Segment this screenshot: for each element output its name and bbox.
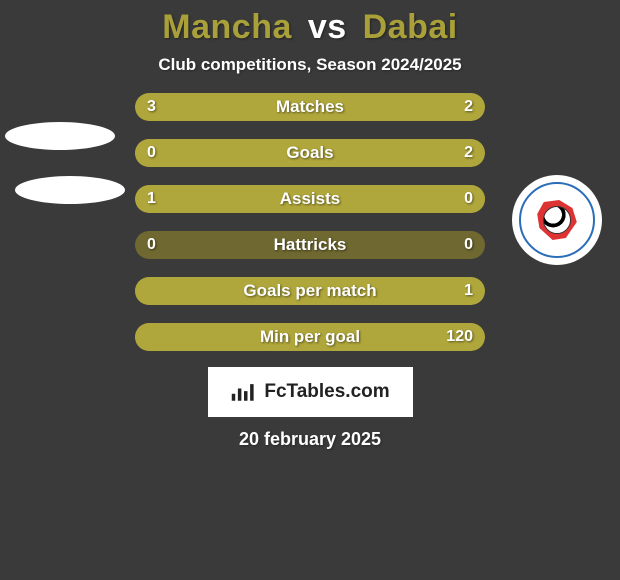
branding-box: FcTables.com — [208, 367, 413, 417]
title: Mancha vs Dabai — [162, 8, 457, 47]
bars-logo-icon — [230, 381, 258, 403]
stat-bars: 3Matches20Goals21Assists00Hattricks0Goal… — [135, 93, 485, 351]
bar-label: Hattricks — [135, 235, 485, 255]
player2-club-badge — [512, 175, 602, 265]
stat-bar: 1Assists0 — [135, 185, 485, 213]
player1-photo-placeholder — [5, 122, 115, 150]
bar-label: Goals — [135, 143, 485, 163]
bar-label: Goals per match — [135, 281, 485, 301]
bar-value-right: 0 — [464, 236, 473, 254]
player1-clublogo-placeholder — [15, 176, 125, 204]
bar-label: Min per goal — [135, 327, 485, 347]
club-badge-inner — [519, 182, 595, 258]
subtitle: Club competitions, Season 2024/2025 — [158, 55, 461, 75]
bar-value-right: 2 — [464, 144, 473, 162]
stat-bar: 0Goals2 — [135, 139, 485, 167]
bar-value-right: 2 — [464, 98, 473, 116]
stat-bar: Min per goal120 — [135, 323, 485, 351]
bar-label: Assists — [135, 189, 485, 209]
stat-bar: Goals per match1 — [135, 277, 485, 305]
player2-name: Dabai — [363, 8, 458, 46]
branding-text: FcTables.com — [264, 381, 389, 403]
bar-value-right: 0 — [464, 190, 473, 208]
bar-value-right: 120 — [446, 328, 473, 346]
date: 20 february 2025 — [239, 429, 381, 450]
bar-value-right: 1 — [464, 282, 473, 300]
vs-text: vs — [308, 8, 347, 46]
bar-label: Matches — [135, 97, 485, 117]
comparison-card: Mancha vs Dabai Club competitions, Seaso… — [0, 0, 620, 580]
stat-bar: 3Matches2 — [135, 93, 485, 121]
player1-name: Mancha — [162, 8, 292, 46]
stat-bar: 0Hattricks0 — [135, 231, 485, 259]
football-icon — [543, 206, 571, 234]
